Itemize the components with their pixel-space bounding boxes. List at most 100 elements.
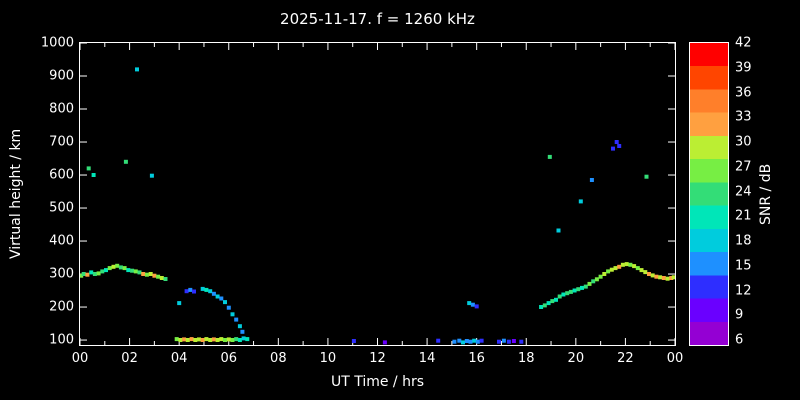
data-point: [511, 339, 516, 343]
data-point: [576, 287, 581, 292]
data-point: [497, 339, 501, 344]
data-point: [241, 336, 246, 341]
data-point: [81, 272, 86, 276]
data-point: [479, 338, 484, 343]
data-point: [230, 338, 235, 342]
data-point: [189, 337, 194, 342]
data-point: [519, 339, 524, 344]
data-point: [219, 337, 224, 342]
data-point: [188, 287, 193, 292]
data-point: [115, 263, 120, 268]
data-point: [211, 291, 216, 296]
data-point: [208, 289, 213, 294]
data-point: [556, 228, 561, 233]
data-point: [123, 159, 128, 164]
colorbar-tick-label: 27: [735, 159, 752, 175]
data-point: [92, 272, 97, 276]
colorbar-tick-label: 21: [735, 208, 752, 224]
data-point: [226, 337, 231, 342]
x-tick-label: 00: [71, 351, 89, 366]
data-point: [85, 272, 90, 277]
data-point: [614, 140, 619, 144]
colorbar-tick-label: 15: [735, 258, 752, 274]
y-tick-label: 800: [49, 101, 74, 117]
data-point: [669, 276, 674, 280]
data-point: [591, 279, 596, 284]
data-point: [624, 262, 629, 267]
y-tick-label: 500: [49, 200, 74, 216]
data-point: [565, 291, 570, 296]
data-point: [542, 303, 547, 308]
data-point: [234, 317, 239, 322]
data-point: [539, 305, 544, 309]
x-tick-label: 06: [220, 351, 238, 366]
x-tick-label: 04: [170, 351, 188, 366]
data-point: [572, 288, 577, 293]
data-point: [149, 173, 154, 178]
data-point: [671, 275, 675, 280]
data-point: [644, 174, 649, 179]
data-point: [568, 289, 573, 294]
data-point: [245, 337, 250, 342]
data-point: [208, 338, 213, 342]
data-point: [200, 338, 205, 342]
data-point: [602, 272, 607, 276]
data-point: [661, 276, 666, 280]
data-point: [617, 264, 622, 269]
data-point: [647, 272, 651, 276]
data-point: [144, 272, 149, 277]
data-point: [174, 337, 179, 342]
data-point: [182, 337, 187, 342]
data-point: [474, 304, 479, 309]
data-point: [589, 178, 594, 182]
data-point: [137, 270, 142, 275]
colorbar-tick-label: 33: [735, 109, 752, 125]
data-point: [163, 277, 168, 281]
y-tick-label: 600: [49, 167, 74, 183]
data-point: [156, 274, 161, 279]
data-point: [240, 329, 245, 334]
data-point: [237, 338, 242, 342]
data-point: [654, 274, 659, 279]
x-tick-label: 02: [121, 351, 138, 366]
colorbar-tick-label: 39: [735, 60, 752, 76]
data-point: [135, 67, 139, 72]
data-point: [223, 300, 227, 305]
data-point: [211, 337, 216, 342]
data-point: [550, 299, 555, 304]
data-point: [561, 292, 566, 297]
chart-title: 2025-11-17. f = 1260 kHz: [280, 10, 475, 28]
data-point: [133, 269, 138, 274]
data-point: [159, 276, 164, 280]
x-tick-label: 20: [567, 351, 585, 366]
colorbar: [689, 42, 729, 346]
y-tick-label: 100: [49, 332, 74, 348]
data-point: [436, 338, 441, 343]
x-tick-label: 12: [369, 351, 386, 366]
data-point: [501, 338, 506, 343]
data-point: [104, 268, 108, 273]
data-point: [226, 305, 231, 310]
data-point: [620, 262, 625, 267]
x-tick-label: 10: [319, 351, 337, 366]
data-point: [650, 273, 655, 278]
data-point: [665, 276, 670, 281]
data-point: [609, 267, 614, 272]
data-point: [130, 268, 135, 273]
data-point: [467, 301, 472, 306]
x-tick-label: 14: [418, 351, 436, 366]
x-tick-label: 08: [270, 351, 287, 366]
data-point: [382, 340, 387, 345]
data-point: [351, 339, 356, 343]
data-point: [594, 277, 599, 282]
data-point: [122, 266, 127, 271]
x-tick-label: 22: [617, 351, 634, 366]
x-tick-label: 00: [666, 351, 684, 366]
data-point: [583, 284, 588, 289]
x-axis-label: UT Time / hrs: [330, 374, 425, 390]
data-point: [639, 268, 644, 273]
data-point: [234, 337, 239, 342]
data-point: [611, 146, 615, 151]
data-point: [96, 271, 101, 276]
